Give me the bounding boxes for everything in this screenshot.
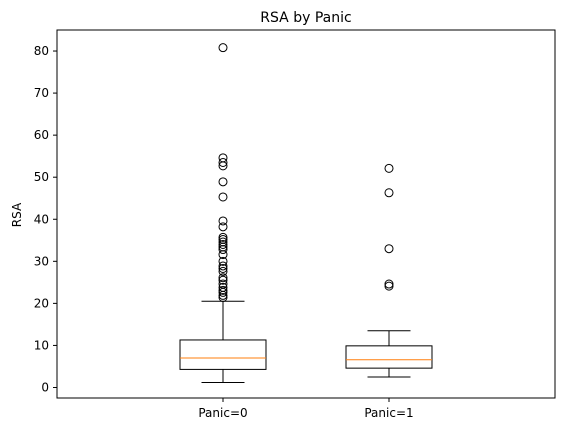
chart-title: RSA by Panic xyxy=(260,10,351,26)
outlier-point xyxy=(218,263,228,273)
iqr-box xyxy=(179,339,267,370)
outlier-point xyxy=(218,261,228,271)
outlier-point xyxy=(384,279,394,289)
outlier-point xyxy=(218,285,228,295)
outlier-point xyxy=(218,157,228,167)
plot-area: 0 10 20 30 40 50 60 70 80 Panic=0 Panic=1 xyxy=(34,43,433,420)
outlier-point xyxy=(218,266,228,276)
outlier-point xyxy=(384,188,394,198)
y-tick-label: 10 xyxy=(34,338,49,352)
y-axis-label: RSA xyxy=(10,202,24,227)
outlier-point xyxy=(218,239,228,249)
outlier-point xyxy=(218,290,228,300)
x-tick-label: Panic=1 xyxy=(364,406,413,420)
outlier-point xyxy=(218,275,228,285)
y-tick-label: 60 xyxy=(34,128,49,142)
y-tick-label: 40 xyxy=(34,212,49,226)
y-tick-label: 50 xyxy=(34,170,49,184)
outlier-point xyxy=(218,161,228,171)
outlier-point xyxy=(218,292,228,302)
outlier-point xyxy=(384,244,394,254)
outlier-point xyxy=(218,287,228,297)
outlier-point xyxy=(218,245,228,255)
outlier-point xyxy=(218,192,228,202)
outlier-point xyxy=(218,232,228,242)
x-tick-label: Panic=0 xyxy=(198,406,247,420)
outlier-point xyxy=(218,250,228,260)
outlier-point xyxy=(218,43,228,53)
plot-frame xyxy=(56,29,556,399)
outlier-point xyxy=(218,216,228,226)
outlier-point xyxy=(218,256,228,266)
outlier-point xyxy=(218,177,228,187)
y-tick-label: 80 xyxy=(34,44,49,58)
outlier-point xyxy=(384,163,394,173)
outlier-point xyxy=(218,273,228,283)
y-tick-label: 30 xyxy=(34,254,49,268)
iqr-box xyxy=(345,345,433,369)
y-tick-label: 0 xyxy=(41,380,49,394)
outlier-point xyxy=(384,281,394,291)
y-tick-label: 70 xyxy=(34,86,49,100)
outlier-point xyxy=(218,222,228,232)
y-tick-label: 20 xyxy=(34,296,49,310)
